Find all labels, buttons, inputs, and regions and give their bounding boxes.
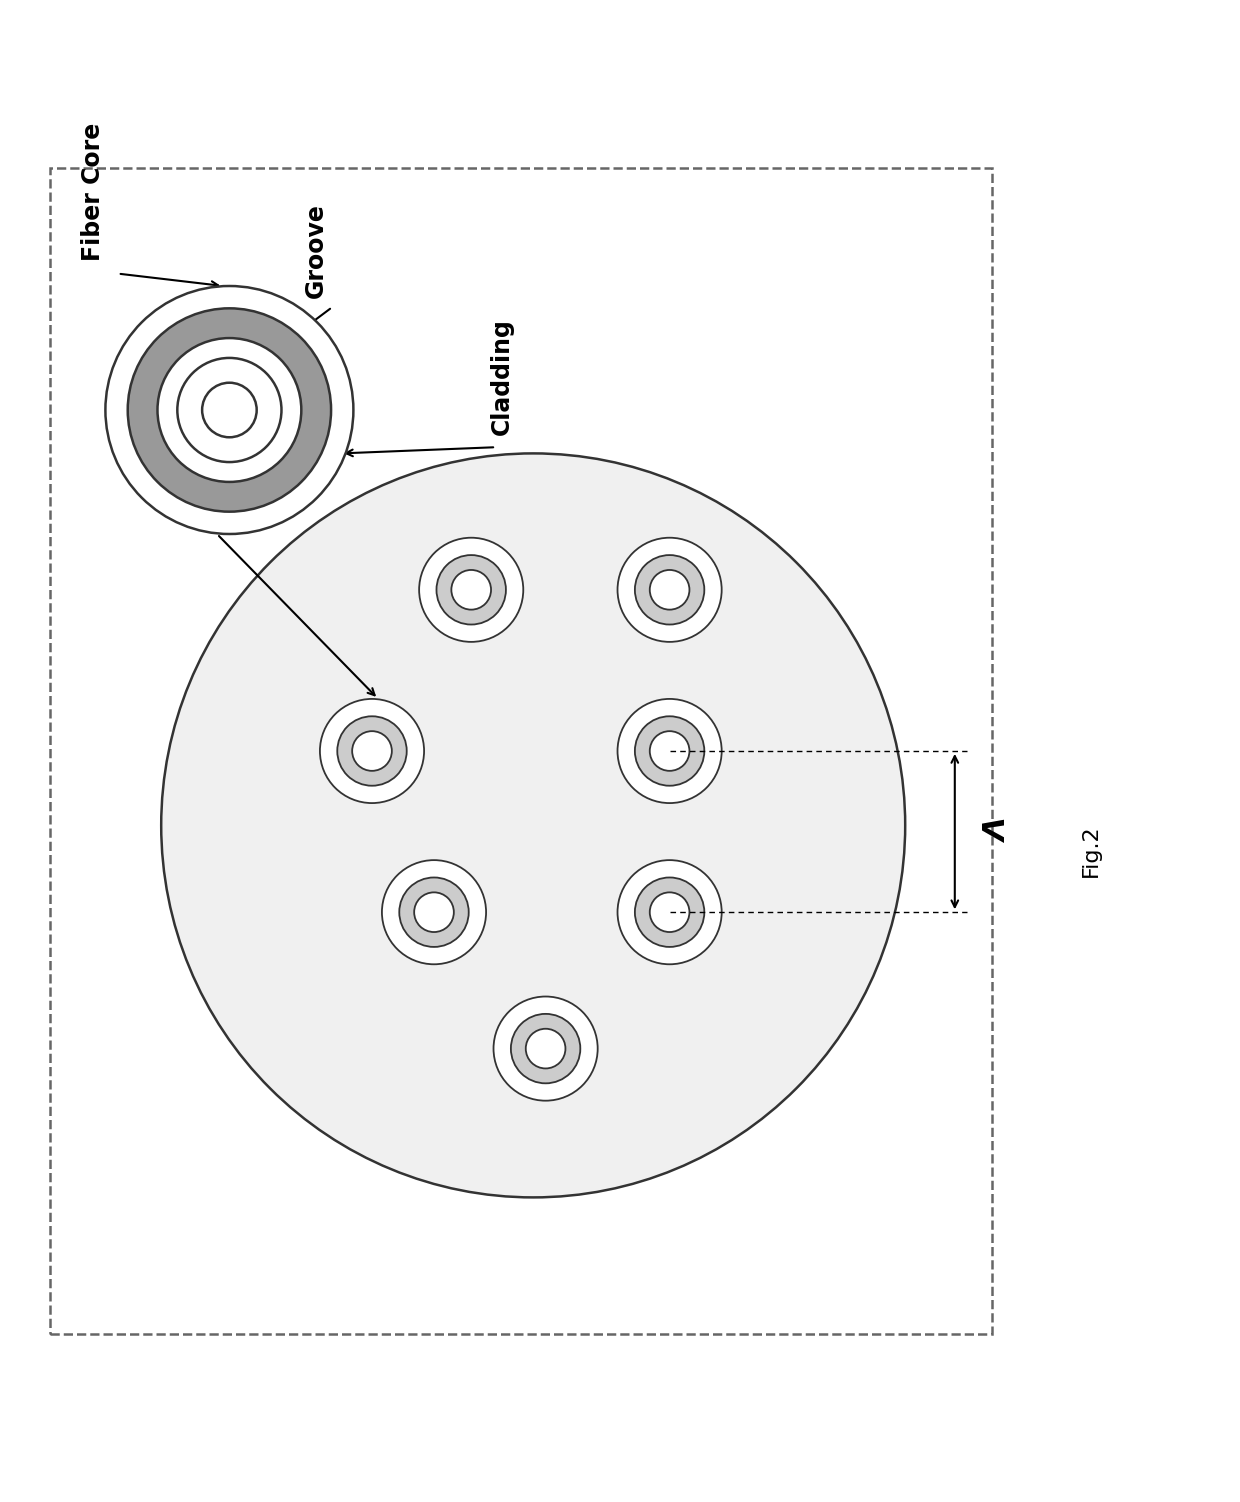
Circle shape xyxy=(650,892,689,933)
Circle shape xyxy=(618,698,722,804)
Text: Cladding: Cladding xyxy=(490,318,515,434)
Circle shape xyxy=(526,1029,565,1068)
Circle shape xyxy=(128,308,331,512)
Text: Fiber Core: Fiber Core xyxy=(81,123,105,261)
Circle shape xyxy=(320,698,424,804)
Circle shape xyxy=(105,285,353,535)
Bar xyxy=(50,168,992,1334)
Circle shape xyxy=(635,556,704,625)
Circle shape xyxy=(635,716,704,786)
Circle shape xyxy=(177,357,281,463)
Circle shape xyxy=(436,556,506,625)
Circle shape xyxy=(337,716,407,786)
Circle shape xyxy=(650,731,689,771)
Circle shape xyxy=(382,861,486,964)
Circle shape xyxy=(419,538,523,641)
Circle shape xyxy=(161,454,905,1197)
Circle shape xyxy=(511,1014,580,1083)
Circle shape xyxy=(650,569,689,610)
Circle shape xyxy=(494,996,598,1101)
Circle shape xyxy=(157,338,301,482)
Circle shape xyxy=(618,861,722,964)
Text: Λ: Λ xyxy=(983,820,1013,844)
Circle shape xyxy=(414,892,454,933)
Circle shape xyxy=(352,731,392,771)
Circle shape xyxy=(618,538,722,641)
Text: Groove: Groove xyxy=(304,204,329,299)
Circle shape xyxy=(399,877,469,946)
Text: Fig.2: Fig.2 xyxy=(1081,825,1101,877)
Circle shape xyxy=(451,569,491,610)
Circle shape xyxy=(202,383,257,437)
Circle shape xyxy=(635,877,704,946)
